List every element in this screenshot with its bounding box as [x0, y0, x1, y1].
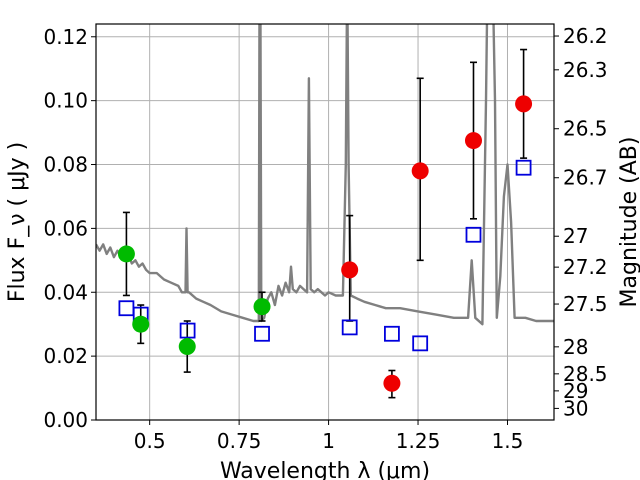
x-tick-label: 0.75 — [217, 429, 262, 453]
green-data-point — [253, 298, 271, 316]
green-data-point — [178, 338, 196, 356]
green-data-point — [132, 315, 150, 333]
green-data-point — [117, 245, 135, 263]
right-tick-label: 28.5 — [563, 362, 608, 386]
x-tick-label: 1.5 — [492, 429, 524, 453]
right-tick-label: 29 — [563, 379, 588, 403]
grid — [96, 24, 554, 421]
right-tick-label: 26.7 — [563, 166, 608, 190]
right-tick-label: 28 — [563, 335, 588, 359]
red-data-point — [383, 374, 401, 392]
model-flux-square — [465, 226, 482, 243]
y-tick-label: 0.02 — [43, 344, 88, 368]
model-spectrum-line — [96, 24, 554, 326]
right-tick-label: 27 — [563, 224, 588, 248]
red-data-point — [515, 95, 533, 113]
model-flux-square — [341, 319, 358, 336]
y-axis-ticks: 0.00 0.02 0.04 0.06 0.08 0.10 0.12 — [43, 25, 96, 432]
model-flux-square — [384, 325, 400, 342]
y-tick-label: 0.08 — [43, 153, 88, 177]
red-data-point — [411, 162, 429, 180]
x-tick-label: 0.5 — [134, 429, 166, 453]
right-tick-label: 27.5 — [563, 292, 608, 316]
right-tick-label: 30 — [563, 396, 588, 420]
y-tick-label: 0.06 — [43, 216, 88, 240]
x-tick-label: 1.25 — [396, 429, 441, 453]
y-axis-label: Flux F_ν ( μJy ) — [5, 142, 30, 302]
model-spectrum-layer — [96, 24, 554, 326]
plot-frame — [95, 23, 555, 421]
y-tick-label: 0.00 — [43, 408, 88, 432]
model-flux-square — [412, 335, 429, 352]
right-tick-label: 26.5 — [563, 117, 608, 141]
y-tick-label: 0.10 — [43, 89, 88, 113]
right-axis-label: Magnitude (AB) — [617, 137, 640, 308]
model-flux-square — [179, 322, 196, 339]
right-tick-label: 26.3 — [563, 58, 608, 82]
marker-layer — [117, 95, 533, 392]
red-data-point — [464, 132, 482, 150]
y-tick-label: 0.04 — [43, 280, 88, 304]
y-tick-label: 0.12 — [43, 25, 88, 49]
model-flux-square — [515, 159, 532, 176]
model-flux-square — [254, 325, 270, 342]
red-data-point — [341, 261, 359, 279]
x-axis-ticks: 0.5 0.75 1 1.25 1.5 — [134, 420, 524, 453]
x-axis-label: Wavelength λ (μm) — [220, 459, 430, 480]
x-tick-label: 1 — [322, 429, 335, 453]
right-tick-label: 26.2 — [563, 24, 608, 48]
right-tick-label: 27.2 — [563, 255, 608, 279]
